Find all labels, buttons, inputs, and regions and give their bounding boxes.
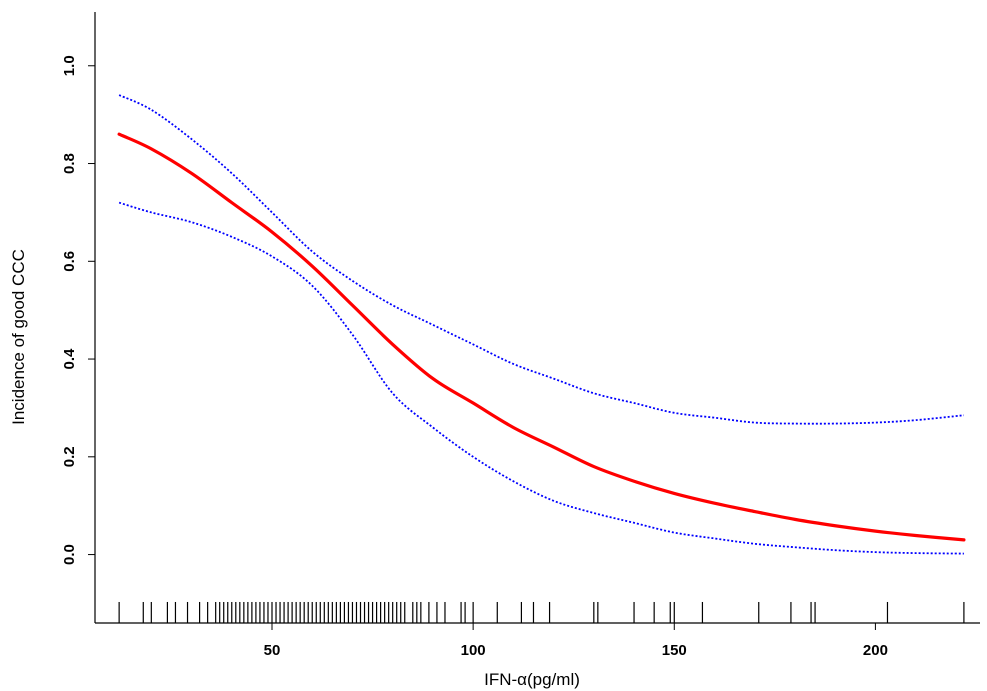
rug-marks xyxy=(118,601,965,623)
x-tick-label: 200 xyxy=(863,642,888,659)
x-tick-label: 50 xyxy=(264,642,281,659)
x-tick-label: 150 xyxy=(662,642,687,659)
y-tick-label: 1.0 xyxy=(61,55,78,76)
y-tick-label: 0.2 xyxy=(61,446,78,467)
series-upper-ci-line xyxy=(118,94,965,425)
y-tick-label: 0.0 xyxy=(61,544,78,565)
axes: 0.0 0.2 0.4 0.6 0.8 1.0 50 100 150 200 xyxy=(61,12,980,659)
series-lines xyxy=(117,94,966,555)
x-axis-title: IFN-α(pg/ml) xyxy=(484,670,580,689)
y-tick-label: 0.8 xyxy=(61,153,78,174)
y-tick-label: 0.6 xyxy=(61,251,78,272)
y-axis-title: Incidence of good CCC xyxy=(9,249,28,425)
y-tick-label: 0.4 xyxy=(61,348,78,370)
x-tick-label: 100 xyxy=(461,642,486,659)
series-lower-ci-line xyxy=(118,201,964,555)
series-estimate-line xyxy=(117,132,966,542)
